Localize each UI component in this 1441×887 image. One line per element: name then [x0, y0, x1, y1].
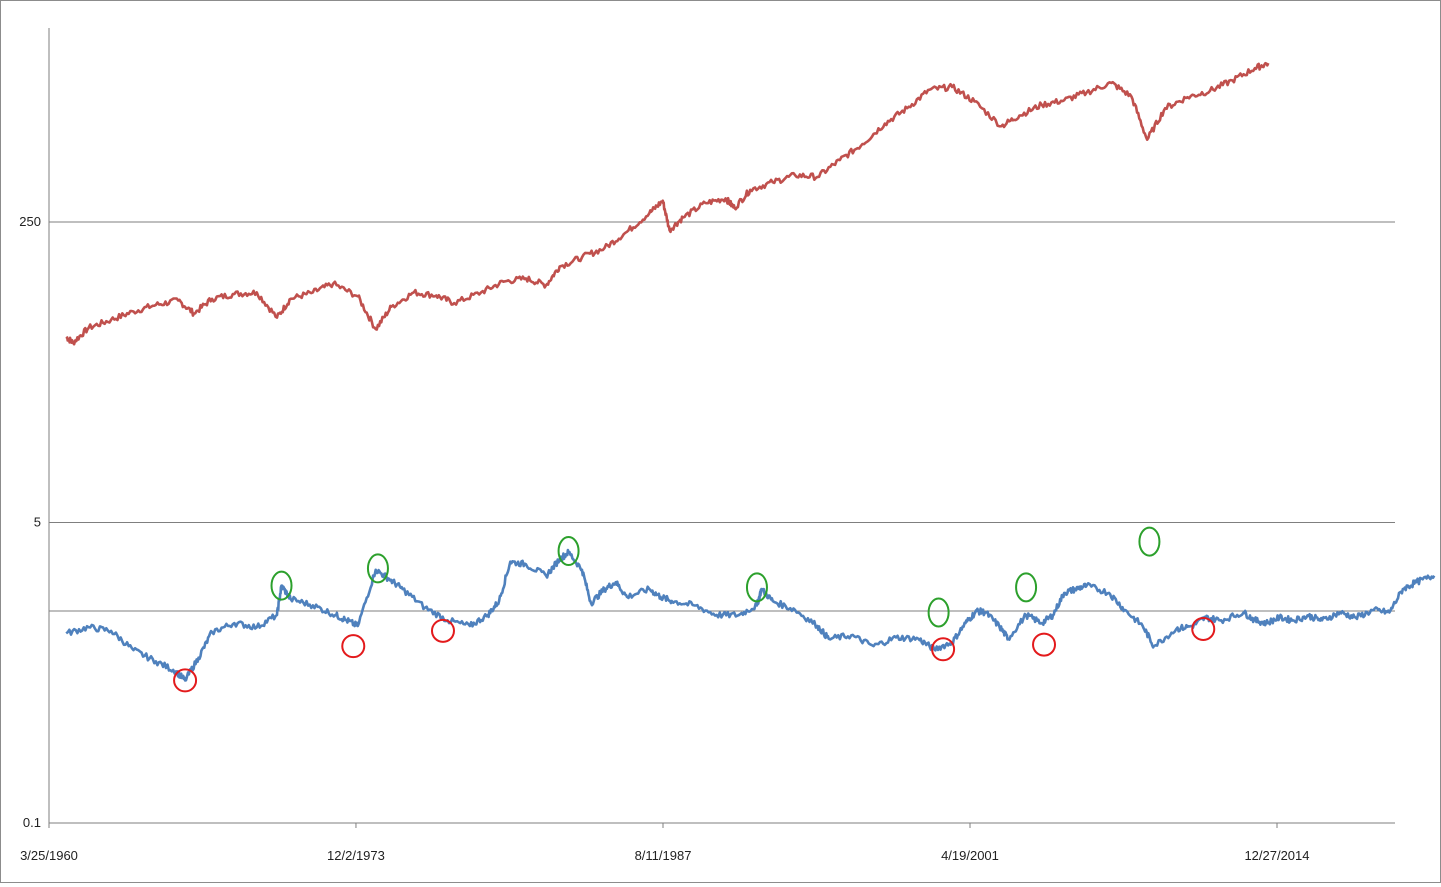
x-tick-label: 4/19/2001: [941, 848, 999, 863]
trough-marker: [1191, 616, 1216, 641]
peak-marker: [366, 553, 389, 584]
x-tick-label: 12/2/1973: [327, 848, 385, 863]
upper-series-line: [65, 61, 1270, 346]
y-axis-tick-labels: 0.1 5 250: [19, 214, 41, 830]
peak-marker: [927, 597, 950, 628]
peak-marker: [1138, 526, 1161, 557]
peak-marker: [557, 536, 580, 567]
x-tick-label: 12/27/2014: [1244, 848, 1309, 863]
trough-marker: [430, 618, 455, 643]
x-tick-label: 3/25/1960: [20, 848, 78, 863]
y-tick-label: 0.1: [23, 815, 41, 830]
trough-marker: [341, 634, 366, 659]
series-lines: [65, 61, 1436, 682]
x-axis-tick-labels: 3/25/1960 12/2/1973 8/11/1987 4/19/2001 12/2…: [20, 848, 1309, 863]
peak-marker: [270, 570, 293, 601]
peak-marker: [745, 572, 768, 603]
x-tick-label: 8/11/1987: [635, 848, 692, 863]
trough-marker: [173, 668, 198, 693]
gridlines: [49, 221, 1395, 612]
trough-marker: [1032, 632, 1057, 657]
y-tick-label: 250: [19, 214, 41, 229]
lower-series-line: [65, 548, 1436, 682]
axes: [48, 28, 1395, 828]
trough-marker: [931, 637, 956, 662]
peak-marker: [1015, 572, 1038, 603]
y-tick-label: 5: [34, 515, 41, 530]
circle-markers: [173, 526, 1216, 693]
